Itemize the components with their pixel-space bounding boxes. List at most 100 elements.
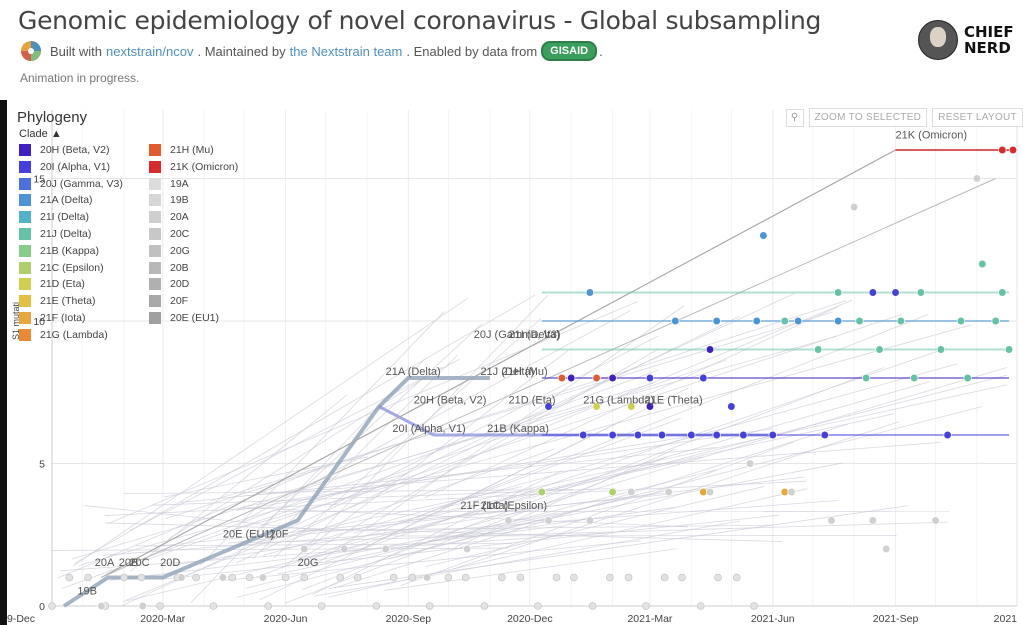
- tip-dot: [245, 573, 254, 582]
- legend-item[interactable]: 20E (EU1): [149, 312, 219, 324]
- zoom-to-selected-button[interactable]: ZOOM TO SELECTED: [808, 108, 928, 127]
- tree-branch: [244, 441, 941, 497]
- data-point: [882, 544, 891, 554]
- data-point: [712, 430, 721, 440]
- legend-item[interactable]: 21C (Epsilon): [19, 261, 104, 274]
- legend-item[interactable]: 20B: [149, 261, 189, 274]
- data-point: [862, 373, 871, 383]
- legend-item[interactable]: 19A: [149, 177, 189, 190]
- legend-swatch: [19, 211, 31, 224]
- legend-item[interactable]: 21G (Lambda): [19, 328, 108, 341]
- data-point: [1008, 145, 1018, 155]
- legend-label: 21A (Delta): [40, 194, 93, 207]
- clade-label: 21H (Mu): [502, 366, 548, 378]
- legend-label: 20A: [170, 211, 189, 224]
- data-point: [868, 288, 878, 297]
- tree-branch: [228, 476, 805, 544]
- tip-dot: [137, 573, 146, 582]
- magnifier-icon[interactable]: ⚲: [785, 108, 804, 127]
- data-point: [97, 601, 106, 611]
- clade-label: 21E (Theta): [645, 395, 703, 407]
- reset-layout-button[interactable]: RESET LAYOUT: [932, 108, 1023, 127]
- legend-item[interactable]: 20J (Gamma, V3): [19, 177, 123, 190]
- tree-branch: [240, 507, 689, 528]
- data-point: [991, 316, 1000, 326]
- tree-branch: [329, 335, 659, 508]
- data-point: [544, 516, 553, 525]
- legend-item[interactable]: 20A: [149, 211, 189, 224]
- legend-item[interactable]: 20I (Alpha, V1): [19, 160, 110, 173]
- legend-item[interactable]: 20C: [149, 228, 189, 240]
- y-tick-label: 5: [39, 459, 45, 471]
- tip-dot: [408, 573, 417, 582]
- ncov-link[interactable]: nextstrain/ncov: [106, 43, 194, 59]
- tree-branch: [210, 311, 833, 502]
- legend-item[interactable]: 20G: [149, 244, 190, 257]
- tree-branch: [383, 548, 677, 591]
- x-tick-label: 9-Dec: [7, 613, 35, 625]
- tree-branch: [180, 447, 716, 503]
- legend-swatch: [149, 228, 161, 240]
- tip-dot: [642, 602, 650, 610]
- legend-label: 20F: [170, 295, 189, 308]
- legend-item[interactable]: 21H (Mu): [149, 144, 214, 156]
- legend-item[interactable]: 20H (Beta, V2): [19, 144, 109, 156]
- tree-branch: [57, 465, 327, 579]
- legend-item[interactable]: 21B (Kappa): [19, 244, 99, 257]
- gisaid-logo[interactable]: GISAID: [541, 41, 598, 61]
- legend-swatch: [19, 261, 31, 274]
- data-point: [793, 316, 803, 326]
- legend-item[interactable]: 21J (Delta): [19, 228, 91, 240]
- data-point: [712, 316, 721, 326]
- data-point: [671, 316, 680, 326]
- legend-swatch: [149, 278, 161, 291]
- legend-item[interactable]: 21D (Eta): [19, 278, 85, 291]
- data-point: [875, 345, 884, 354]
- watermark-line-2: NERD: [964, 39, 1011, 57]
- tree-branch: [246, 469, 717, 589]
- legend-item[interactable]: 21K (Omicron): [149, 160, 238, 173]
- nextstrain-logo-icon: [21, 41, 41, 61]
- legend-item[interactable]: 21A (Delta): [19, 194, 93, 207]
- clade-label: 21D (Eta): [508, 395, 555, 407]
- tree-branch: [73, 294, 536, 565]
- tree-branch: [109, 525, 562, 581]
- legend-item[interactable]: 21I (Delta): [19, 211, 89, 224]
- tip-dot: [516, 573, 525, 582]
- legend-swatch: [149, 177, 161, 190]
- tip-dot: [678, 573, 686, 582]
- data-point: [827, 516, 836, 525]
- data-point: [978, 259, 987, 269]
- chart-toolbar: ⚲ ZOOM TO SELECTED RESET LAYOUT: [785, 108, 1023, 127]
- tip-dot: [120, 573, 128, 582]
- tip-dot: [750, 602, 758, 610]
- data-point: [608, 487, 617, 497]
- clade-label: 19B: [77, 586, 97, 598]
- legend-label: 19B: [170, 194, 189, 207]
- data-point: [340, 544, 349, 554]
- tree-branch: [84, 505, 331, 532]
- legend-label: 21J (Delta): [40, 228, 92, 240]
- tree-branch: [424, 486, 765, 568]
- tree-branch: [167, 366, 443, 540]
- legend-item[interactable]: 20D: [149, 278, 189, 291]
- legend-item[interactable]: 20F: [149, 295, 189, 308]
- left-edge-bar: [0, 100, 7, 625]
- legend-item[interactable]: 19B: [149, 194, 189, 207]
- tree-branch: [305, 381, 931, 561]
- legend-swatch: [149, 295, 161, 308]
- legend-swatch: [149, 160, 161, 173]
- data-point: [739, 430, 748, 440]
- legend-toggle[interactable]: Clade ▲: [19, 128, 62, 140]
- tip-dot: [192, 573, 200, 582]
- legend-label: 21H (Mu): [170, 144, 214, 156]
- tip-dot: [714, 573, 722, 582]
- nextstrain-team-link[interactable]: the Nextstrain team: [289, 43, 403, 59]
- tree-branch: [233, 324, 972, 530]
- data-point: [891, 288, 900, 297]
- app-header: Genomic epidemiology of novel coronaviru…: [0, 0, 1023, 100]
- legend-item[interactable]: 21E (Theta): [19, 295, 95, 308]
- legend-item[interactable]: 21F (Iota): [19, 312, 86, 324]
- tree-branch: [359, 387, 689, 551]
- watermark-badge: CHIEF NERD: [918, 20, 1014, 60]
